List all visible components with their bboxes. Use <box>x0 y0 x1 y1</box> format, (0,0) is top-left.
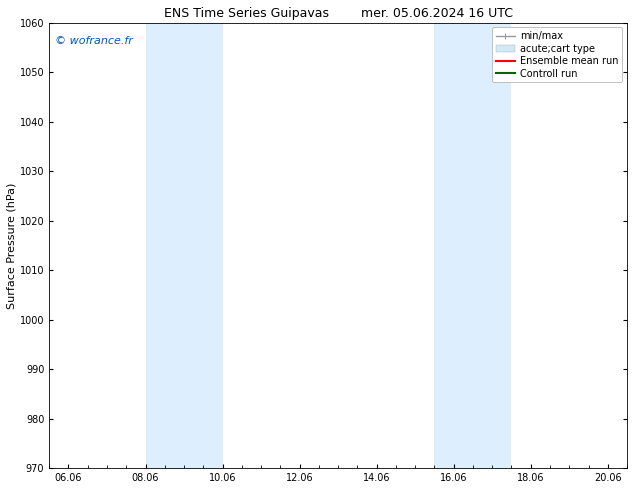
Y-axis label: Surface Pressure (hPa): Surface Pressure (hPa) <box>7 182 17 309</box>
Text: © wofrance.fr: © wofrance.fr <box>55 36 133 46</box>
Bar <box>434 23 512 468</box>
Bar <box>146 23 223 468</box>
Title: ENS Time Series Guipavas        mer. 05.06.2024 16 UTC: ENS Time Series Guipavas mer. 05.06.2024… <box>164 7 513 20</box>
Legend: min/max, acute;cart type, Ensemble mean run, Controll run: min/max, acute;cart type, Ensemble mean … <box>491 27 622 82</box>
